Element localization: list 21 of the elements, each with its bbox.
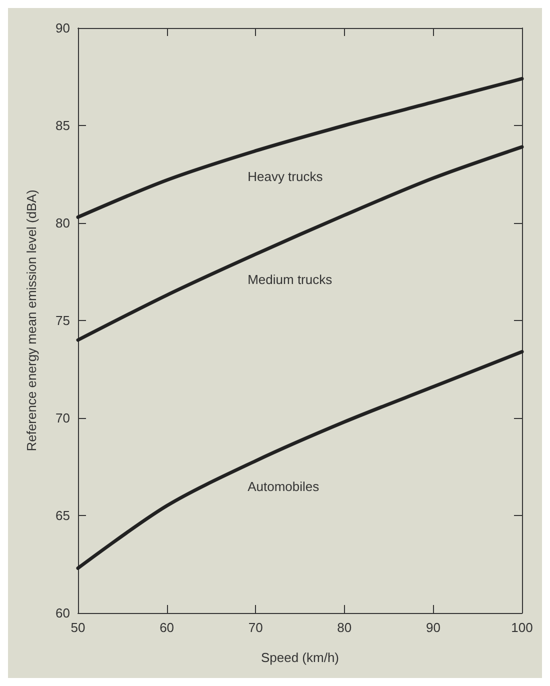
- y-tick-label: 60: [56, 606, 70, 620]
- y-axis-title: Reference energy mean emission level (dBA): [24, 190, 39, 452]
- series-label: Medium trucks: [248, 272, 333, 288]
- x-tick-label: 60: [160, 620, 174, 635]
- series-label: Heavy trucks: [248, 168, 324, 184]
- x-tick-label: 80: [337, 620, 352, 635]
- x-tick-label: 90: [426, 620, 440, 635]
- line-series: [76, 350, 524, 570]
- x-tick-label: 70: [248, 620, 263, 635]
- y-tick-label: 65: [56, 508, 70, 523]
- x-tick-label: 50: [70, 620, 86, 635]
- x-tick-label: 100: [511, 620, 533, 635]
- series-label: Automobiles: [248, 478, 320, 494]
- y-tick-label: 90: [56, 20, 70, 36]
- y-tick-label: 85: [56, 118, 70, 133]
- y-tick-label: 75: [56, 313, 70, 328]
- line-series: [76, 76, 524, 219]
- y-tick-label: 70: [56, 410, 70, 426]
- x-axis-title: Speed (km/h): [260, 650, 340, 665]
- line-series: [76, 145, 524, 342]
- y-tick-label: 80: [56, 216, 70, 230]
